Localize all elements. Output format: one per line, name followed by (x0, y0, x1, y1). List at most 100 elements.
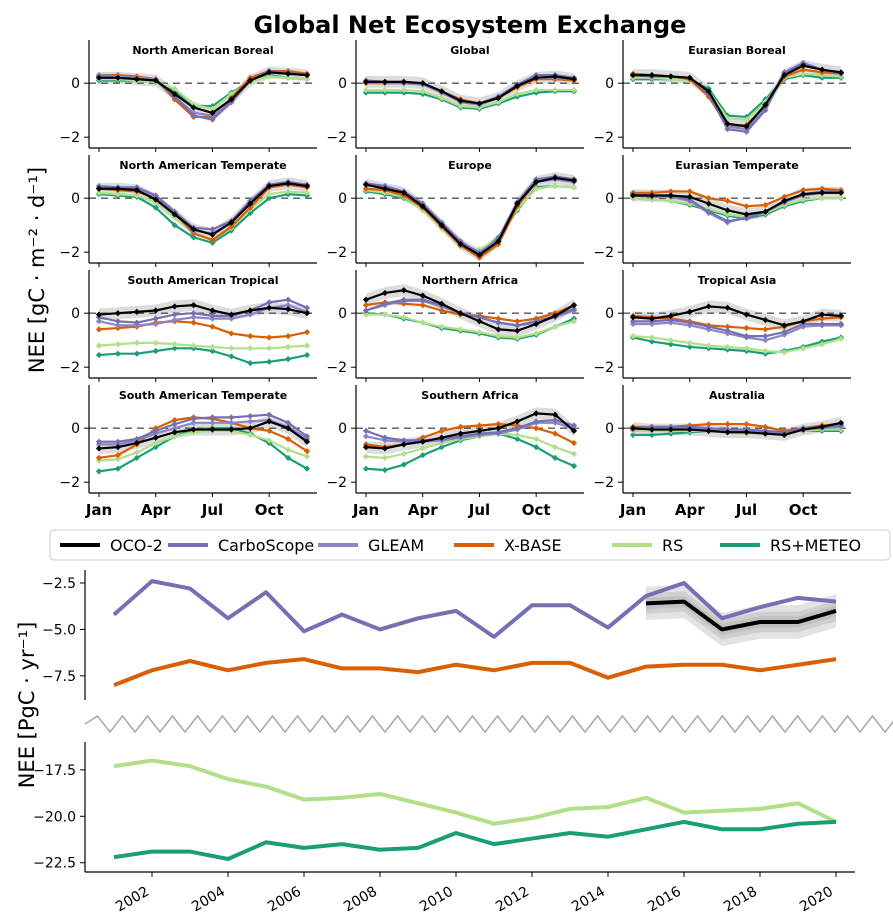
data-point-x-base (228, 330, 235, 337)
data-point-carboscope (762, 333, 769, 340)
data-point-rs-meteo (209, 347, 216, 355)
data-point-rs-meteo (284, 454, 292, 462)
data-point-x-base (190, 319, 197, 326)
y-tick-label: 0 (338, 421, 347, 437)
y-tick-label: −17.5 (33, 763, 76, 779)
y-tick-label: −2 (59, 245, 80, 261)
data-point-x-base (818, 315, 826, 322)
data-point-x-base (551, 430, 559, 437)
data-point-rs (648, 334, 656, 341)
panel-title: Europe (448, 159, 492, 172)
data-point-carboscope (551, 416, 559, 424)
axis-break-zigzag (84, 714, 893, 734)
data-point-x-base (743, 324, 750, 332)
data-point-rs-meteo (133, 350, 140, 357)
year-tick-label: 2012 (493, 884, 532, 912)
data-point-rs-meteo (266, 358, 273, 365)
annual-chart: −2.5 −5.0 −7.5 −17.5 −20.0 −22.5 2002 2004 2006 2… (33, 570, 893, 912)
y-tick-label: 0 (71, 191, 80, 207)
y-tick-label: −2 (59, 130, 80, 146)
year-tick-label: 2010 (417, 884, 456, 912)
data-point-carboscope (228, 414, 235, 421)
y-tick-label: 0 (71, 306, 80, 322)
y-tick-label: 0 (338, 76, 347, 92)
panel-north-american-temperate: 0 −2 North American Temperate (59, 155, 317, 267)
series-line-gleam (633, 321, 841, 342)
panel-title: Tropical Asia (698, 274, 777, 287)
bottom-y-axis-label: NEE [PgC · yr⁻¹] (15, 622, 39, 789)
data-point-rs (514, 431, 521, 439)
data-point-rs (133, 339, 140, 347)
data-point-carboscope (284, 296, 292, 303)
data-point-rs (362, 453, 370, 460)
year-tick-label: 2002 (113, 884, 152, 912)
data-point-rs (228, 345, 235, 352)
series-line-rs (366, 313, 575, 339)
data-point-rs (551, 182, 559, 190)
data-point-oco-2 (190, 104, 197, 111)
panel-title: Australia (709, 389, 765, 402)
panel-australia: 0 −2 Jan Apr Jul Oct Australia (593, 385, 851, 519)
series-line-rs (366, 88, 574, 109)
series-line-carboscope (632, 424, 842, 434)
series-line-oco-2 (365, 176, 575, 257)
data-point-rs (266, 345, 273, 352)
data-point-oco-2 (648, 192, 656, 199)
month-tick-label: Apr (141, 501, 171, 519)
data-point-rs-meteo (551, 454, 559, 462)
data-point-rs (303, 76, 311, 83)
series-line-carboscope (99, 413, 308, 443)
data-point-x-base (284, 435, 292, 443)
series-line-oco-2 (98, 303, 308, 316)
data-point-carboscope (209, 116, 216, 123)
data-point-oco-2 (228, 219, 235, 226)
data-point-rs-meteo (152, 347, 159, 355)
legend-label: X-BASE (504, 536, 562, 555)
panel-title: Southern Africa (421, 389, 518, 402)
month-tick-label: Apr (408, 501, 438, 519)
data-point-rs-meteo (303, 351, 311, 359)
data-point-oco-2 (228, 96, 235, 103)
series-line-rs (632, 197, 841, 219)
data-point-rs-meteo (247, 360, 254, 367)
panel-south-american-temperate: 0 −2 Jan Apr Jul Oct South American Temperate (59, 385, 317, 519)
data-point-x-base (762, 326, 769, 333)
month-tick-label: Jan (85, 501, 112, 519)
annual-line-carboscope (112, 579, 837, 639)
y-tick-label: 0 (338, 306, 347, 322)
month-tick-label: Jan (619, 501, 646, 519)
series-line-rs-meteo (632, 336, 842, 355)
data-point-rs (818, 341, 826, 348)
legend-label: OCO-2 (110, 536, 163, 555)
data-point-x-base (303, 328, 311, 336)
data-point-rs (303, 189, 311, 196)
y-tick-label: −2 (59, 360, 80, 376)
y-tick-label: 0 (605, 306, 614, 322)
data-point-rs (570, 450, 578, 457)
data-point-rs (152, 339, 159, 347)
year-tick-label: 2004 (189, 884, 228, 912)
uncertainty-band (366, 172, 574, 261)
month-tick-label: Jul (735, 501, 757, 519)
data-point-x-base (247, 333, 254, 340)
data-point-rs (667, 337, 674, 344)
panel-eurasian-boreal: 0 −2 Eurasian Boreal (593, 40, 851, 152)
legend-item-x-base: X-BASE (454, 536, 562, 555)
series-line-oco-2 (98, 420, 308, 450)
data-point-rs (95, 189, 103, 196)
data-point-x-base (533, 425, 540, 432)
series-line-rs-meteo (366, 90, 574, 110)
month-tick-label: Jul (201, 501, 223, 519)
series-line-oco-2 (365, 412, 575, 450)
data-point-rs-meteo (362, 465, 370, 472)
data-point-rs-meteo (284, 355, 292, 363)
data-point-oco-2 (303, 71, 311, 79)
legend-item-carboscope: CarboScope (168, 536, 314, 555)
y-tick-label: −20.0 (33, 809, 76, 825)
data-point-x-base (95, 326, 103, 333)
series-line-carboscope (365, 175, 575, 255)
data-point-rs (419, 319, 426, 326)
y-tick-label: −2.5 (42, 576, 76, 592)
panel-europe: 0 −2 Europe (326, 155, 584, 267)
y-tick-label: −2 (593, 475, 614, 491)
